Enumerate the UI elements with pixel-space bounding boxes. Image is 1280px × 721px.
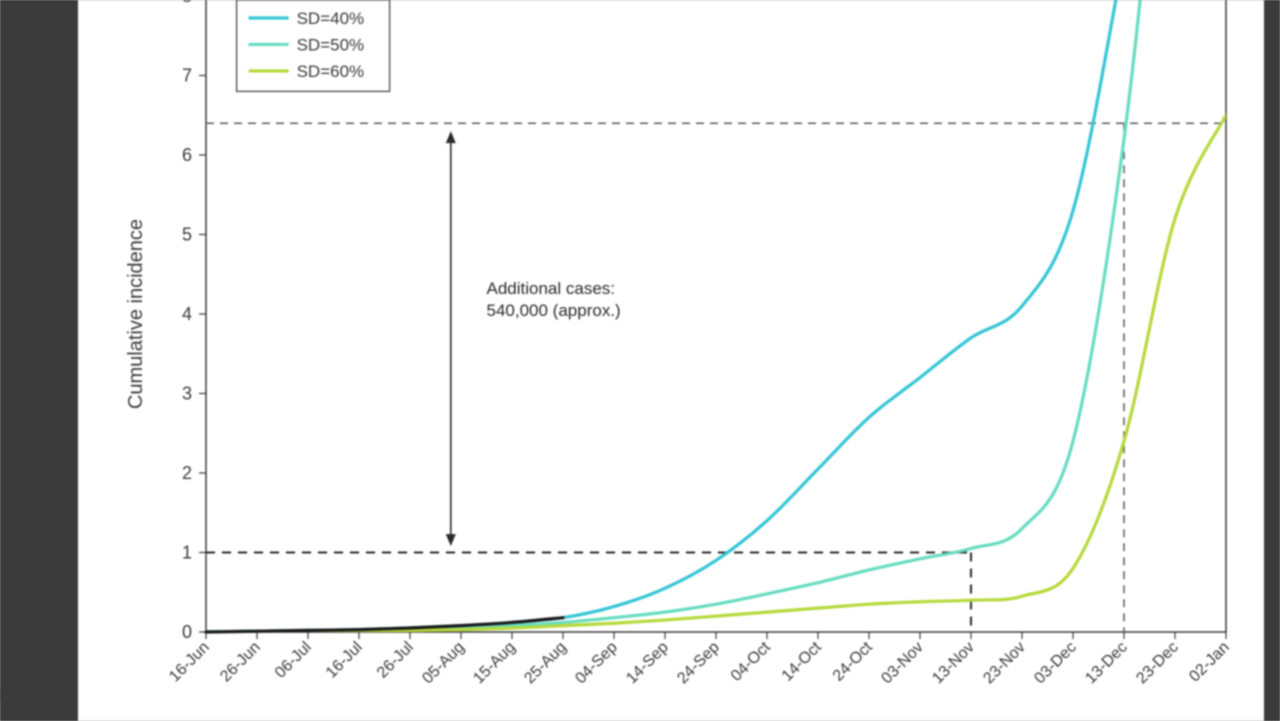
cropped-neighbor-xtick: n [0, 684, 10, 703]
ytick-label: 5 [182, 225, 192, 245]
xtick-label: 16-Jun [166, 639, 213, 686]
xtick-label: 26-Jul [374, 639, 417, 682]
xtick-label: 23-Nov [980, 639, 1028, 687]
xtick-label: 06-Jul [272, 639, 315, 682]
xtick-label: 04-Oct [728, 638, 774, 684]
xtick-label: 16-Jul [323, 639, 366, 682]
series-sd-40- [206, 0, 1226, 632]
ytick-label: 6 [182, 145, 192, 165]
ytick-label: 4 [182, 304, 192, 324]
ytick-label: 0 [182, 622, 192, 642]
legend-label: SD=40% [297, 9, 365, 28]
annotation-line1: Additional cases: [487, 279, 616, 298]
series-sd-60- [206, 115, 1226, 632]
cumulative-incidence-chart: 012345678Cumulative incidence16-Jun26-Ju… [78, 0, 1264, 721]
xtick-label: 04-Sep [572, 639, 621, 688]
xtick-label: 03-Nov [878, 639, 926, 687]
xtick-label: 03-Dec [1031, 639, 1079, 687]
xtick-label: 14-Sep [623, 639, 672, 688]
legend-label: SD=60% [297, 62, 365, 81]
legend-label: SD=50% [297, 35, 365, 54]
xtick-label: 02-Jan [1186, 639, 1233, 686]
xtick-label: 15-Aug [470, 639, 519, 688]
annotation-line2: 540,000 (approx.) [487, 301, 621, 320]
ytick-label: 1 [182, 543, 192, 563]
ytick-label: 7 [182, 66, 192, 86]
ytick-label: 2 [182, 463, 192, 483]
xtick-label: 26-Jun [217, 639, 264, 686]
ytick-label: 3 [182, 384, 192, 404]
xtick-label: 25-Aug [521, 639, 570, 688]
xtick-label: 24-Sep [674, 639, 723, 688]
series-sd-50- [206, 0, 1226, 632]
xtick-label: 05-Aug [419, 639, 468, 688]
ytick-label: 8 [182, 0, 192, 6]
xtick-label: 13-Dec [1082, 639, 1130, 687]
xtick-label: 14-Oct [779, 638, 825, 684]
y-axis-label: Cumulative incidence [125, 219, 147, 409]
xtick-label: 13-Nov [929, 639, 977, 687]
xtick-label: 23-Dec [1133, 639, 1181, 687]
xtick-label: 24-Oct [830, 638, 876, 684]
